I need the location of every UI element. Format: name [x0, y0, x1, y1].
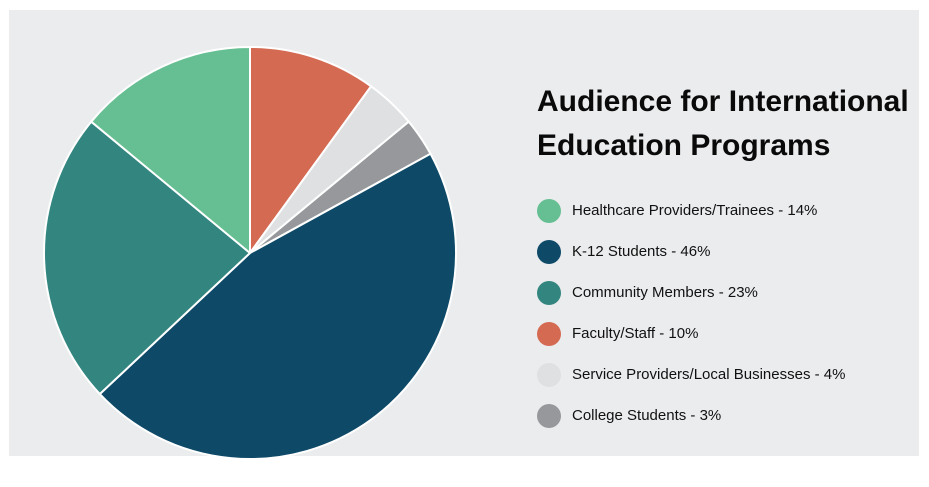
pie-slice-community-members	[42, 120, 251, 396]
legend-item-faculty: Faculty/Staff - 10%	[537, 313, 917, 354]
legend-item-k12: K-12 Students - 46%	[537, 231, 917, 272]
pie-slice-faculty-staff	[249, 46, 373, 254]
chart-title-line-1: Audience for International	[537, 85, 909, 118]
legend-label-service: Service Providers/Local Businesses - 4%	[572, 366, 846, 383]
legend-label-college: College Students - 3%	[572, 407, 722, 424]
legend-swatch-k12	[537, 239, 561, 264]
legend-item-community: Community Members - 23%	[537, 272, 917, 313]
legend-swatch-service	[537, 362, 561, 387]
legend-swatch-college	[537, 403, 561, 428]
chart-legend: Healthcare Providers/Trainees - 14% K-12…	[537, 190, 917, 436]
pie-slice-k-12-students	[98, 152, 457, 461]
legend-item-college: College Students - 3%	[537, 395, 917, 436]
legend-label-community: Community Members - 23%	[572, 284, 758, 301]
legend-swatch-faculty	[537, 321, 561, 346]
legend-label-k12: K-12 Students - 46%	[572, 243, 711, 260]
pie-slice-healthcare-providers-trainees	[90, 46, 251, 254]
chart-title: Audience for International Education Pro…	[537, 80, 927, 168]
legend-label-healthcare: Healthcare Providers/Trainees - 14%	[572, 202, 818, 219]
legend-swatch-community	[537, 280, 561, 305]
legend-item-service: Service Providers/Local Businesses - 4%	[537, 354, 917, 395]
legend-item-healthcare: Healthcare Providers/Trainees - 14%	[537, 190, 917, 231]
legend-swatch-healthcare	[537, 198, 561, 223]
chart-title-line-2: Education Programs	[537, 129, 831, 162]
legend-label-faculty: Faculty/Staff - 10%	[572, 325, 699, 342]
